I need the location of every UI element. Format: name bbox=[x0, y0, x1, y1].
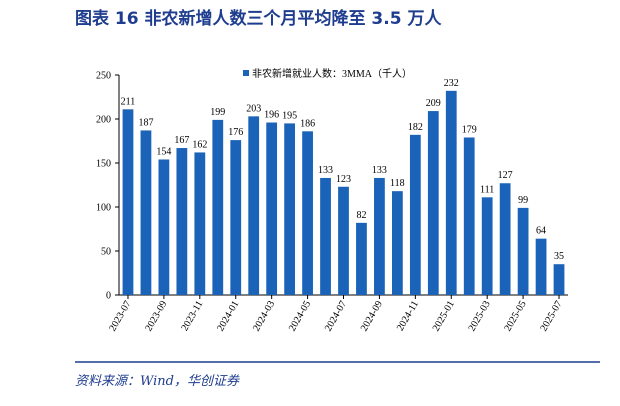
legend-swatch bbox=[243, 70, 249, 76]
bar bbox=[320, 177, 331, 295]
value-label: 127 bbox=[498, 170, 513, 181]
value-label: 123 bbox=[336, 174, 351, 185]
y-tick-label: 100 bbox=[96, 203, 111, 214]
value-label: 196 bbox=[264, 110, 279, 121]
bar bbox=[427, 111, 439, 295]
x-tick-label: 2024-01 bbox=[215, 299, 241, 333]
y-tick-label: 50 bbox=[101, 247, 111, 258]
value-label: 186 bbox=[300, 118, 315, 129]
x-tick-label: 2024-05 bbox=[287, 299, 313, 333]
bar bbox=[194, 152, 206, 295]
chart-title: 图表 16 非农新增人数三个月平均降至 3.5 万人 bbox=[75, 8, 442, 29]
value-label: 133 bbox=[318, 165, 333, 176]
bar bbox=[463, 137, 475, 295]
y-tick-label: 200 bbox=[96, 115, 111, 126]
x-tick-label: 2025-03 bbox=[467, 299, 493, 333]
value-label: 211 bbox=[121, 96, 136, 107]
x-tick-label: 2024-07 bbox=[323, 299, 349, 333]
legend-label: 非农新增就业人数：3MMA（千人） bbox=[252, 67, 412, 80]
bar bbox=[122, 109, 134, 295]
bar bbox=[553, 264, 565, 295]
bar bbox=[356, 222, 367, 295]
bar bbox=[158, 159, 170, 295]
y-tick-label: 250 bbox=[96, 71, 111, 82]
bar bbox=[499, 183, 511, 295]
value-label: 64 bbox=[536, 226, 546, 237]
value-label: 182 bbox=[408, 122, 423, 133]
value-label: 154 bbox=[156, 146, 171, 157]
value-label: 179 bbox=[462, 124, 477, 135]
value-label: 133 bbox=[372, 165, 387, 176]
value-label: 176 bbox=[228, 127, 243, 138]
bar bbox=[248, 116, 260, 295]
source: 资料来源：Wind，华创证券 bbox=[75, 374, 240, 389]
value-label: 203 bbox=[246, 103, 261, 114]
value-label: 82 bbox=[356, 210, 366, 221]
value-label: 187 bbox=[138, 117, 153, 128]
value-label: 99 bbox=[518, 195, 528, 206]
x-tick-label: 2024-09 bbox=[359, 299, 385, 333]
bar bbox=[517, 207, 529, 295]
bar bbox=[176, 148, 188, 295]
bar bbox=[409, 134, 421, 295]
value-label: 118 bbox=[390, 178, 405, 189]
value-label: 199 bbox=[210, 107, 225, 118]
x-tick-label: 2025-01 bbox=[431, 299, 457, 333]
x-tick-label: 2023-09 bbox=[143, 299, 169, 333]
value-label: 111 bbox=[480, 184, 494, 195]
bar bbox=[374, 177, 385, 295]
bar bbox=[212, 119, 224, 295]
y-tick-label: 150 bbox=[96, 159, 111, 170]
x-tick-label: 2023-11 bbox=[179, 299, 205, 333]
value-label: 232 bbox=[444, 78, 459, 89]
bar bbox=[338, 186, 349, 295]
bar bbox=[140, 130, 152, 295]
bar bbox=[481, 197, 493, 295]
value-label: 167 bbox=[174, 135, 189, 146]
bar bbox=[230, 140, 242, 295]
bar bbox=[266, 122, 278, 296]
bar bbox=[445, 90, 457, 295]
value-label: 35 bbox=[554, 251, 564, 262]
x-tick-label: 2025-05 bbox=[502, 299, 528, 333]
x-tick-label: 2024-03 bbox=[251, 299, 277, 333]
value-label: 195 bbox=[282, 110, 297, 121]
bar bbox=[535, 238, 547, 295]
x-tick-label: 2023-07 bbox=[107, 299, 133, 333]
value-label: 209 bbox=[426, 98, 441, 109]
bar bbox=[391, 191, 403, 295]
x-tick-label: 2024-11 bbox=[395, 299, 421, 333]
x-tick-label: 2025-07 bbox=[538, 299, 564, 333]
y-tick-label: 0 bbox=[106, 291, 111, 302]
bar bbox=[284, 123, 296, 296]
bar bbox=[302, 131, 313, 295]
value-label: 162 bbox=[192, 139, 207, 150]
